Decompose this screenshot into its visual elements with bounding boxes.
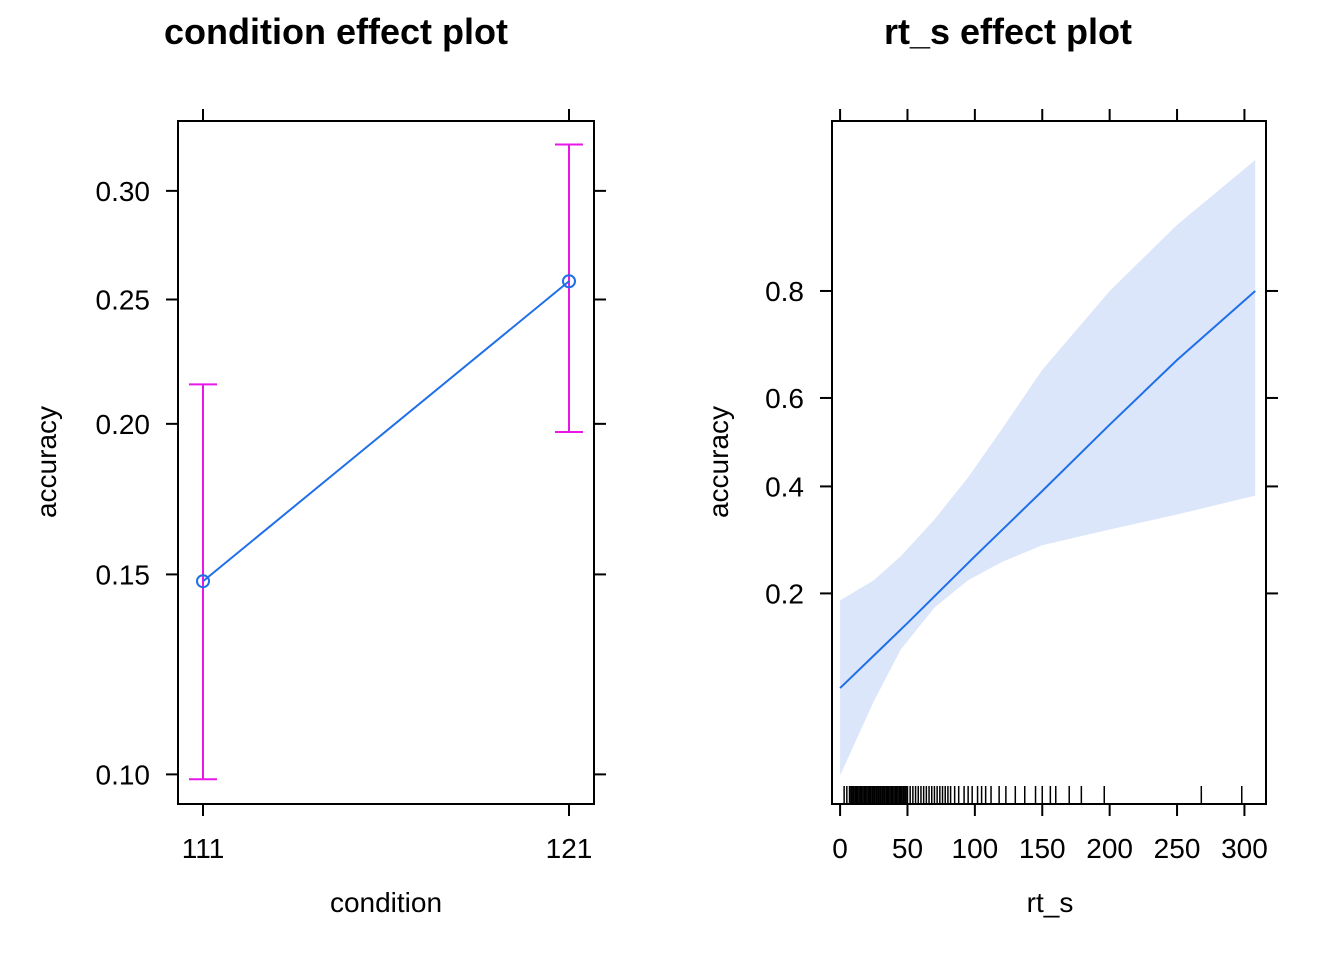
condition-effect-plot: condition effect plot 0.100.150.200.250.… xyxy=(31,11,606,918)
confidence-band-rt-s xyxy=(840,160,1256,776)
left-error-bars xyxy=(189,143,583,781)
right-axis-ticks: 0.2 0.4 0.6 0.8 0 50 100 150 200 250 300 xyxy=(765,109,1278,864)
y-axis-label-rt-s: accuracy xyxy=(703,406,734,518)
left-effect-line xyxy=(196,274,576,589)
rt-s-effect-plot: rt_s effect plot 0.2 0.4 0.6 0.8 0 50 100 150 20… xyxy=(703,11,1278,918)
y-tick-label: 0.15 xyxy=(96,559,151,590)
data-point xyxy=(562,274,576,289)
left-axis-ticks: 0.10 0.15 0.20 0.25 0.30 111 121 xyxy=(96,109,606,864)
rug-marks-rt-s xyxy=(843,786,1243,803)
x-axis-label-condition: condition xyxy=(330,887,442,918)
chart-title-condition: condition effect plot xyxy=(164,11,508,52)
y-tick-label: 0.20 xyxy=(96,409,151,440)
x-tick-label: 111 xyxy=(182,833,225,864)
x-tick-label: 50 xyxy=(892,833,923,864)
x-tick-label: 100 xyxy=(952,833,999,864)
fit-line xyxy=(839,290,1256,689)
x-tick-label: 0 xyxy=(832,833,848,864)
x-tick-label: 300 xyxy=(1221,833,1268,864)
x-tick-label: 200 xyxy=(1086,833,1133,864)
y-tick-label: 0.4 xyxy=(765,471,804,502)
y-tick-label: 0.6 xyxy=(765,383,804,414)
fit-line-rt-s xyxy=(839,290,1256,689)
x-tick-label: 250 xyxy=(1154,833,1201,864)
data-point xyxy=(196,574,210,589)
y-tick-label: 0.2 xyxy=(765,578,804,609)
y-axis-label-condition: accuracy xyxy=(31,406,62,518)
x-axis-label-rt-s: rt_s xyxy=(1027,887,1074,918)
y-tick-label: 0.8 xyxy=(765,276,804,307)
y-tick-label: 0.25 xyxy=(96,285,151,316)
y-tick-label: 0.10 xyxy=(96,759,151,790)
confidence-band xyxy=(840,160,1256,776)
x-tick-label: 150 xyxy=(1019,833,1066,864)
panel-frame-rt-s xyxy=(831,120,1267,805)
x-tick-label: 121 xyxy=(546,833,593,864)
panel-frame-condition xyxy=(177,120,595,805)
y-tick-label: 0.30 xyxy=(96,176,151,207)
effect-line xyxy=(202,280,570,583)
chart-title-rt-s: rt_s effect plot xyxy=(884,11,1132,52)
